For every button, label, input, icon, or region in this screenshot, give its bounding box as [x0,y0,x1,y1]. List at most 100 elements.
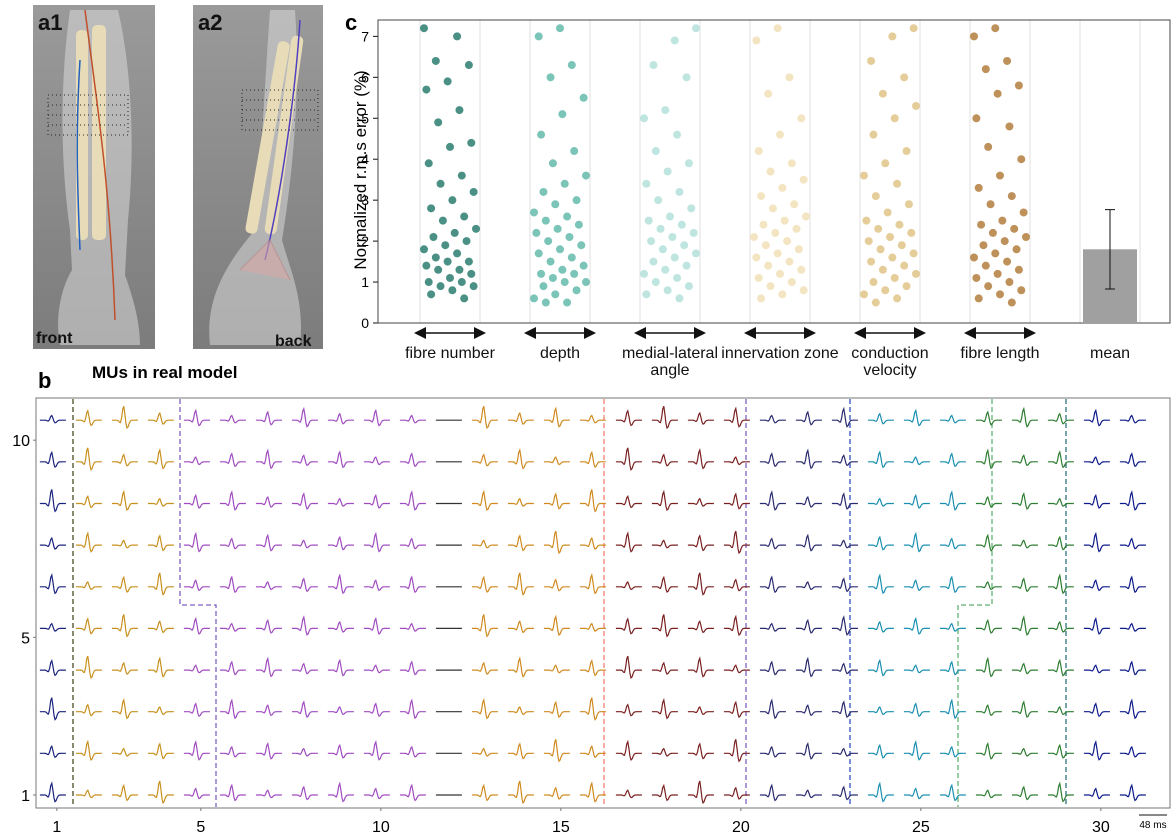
waveform [1047,412,1074,425]
waveform [363,616,390,635]
waveform [1011,577,1038,593]
waveform [759,490,786,511]
waveform [399,745,426,758]
strip-point [909,249,918,258]
strip-point [539,187,548,196]
strip-point [467,138,476,147]
waveform [759,660,786,676]
strip-point [974,294,983,303]
strip-point [977,220,986,229]
waveform [1011,454,1038,467]
waveform [291,615,318,636]
strip-point [572,196,581,205]
waveform [363,739,390,761]
waveform [795,533,822,552]
waveform [111,614,138,638]
strip-point [981,261,990,270]
panel-label: a1 [38,10,62,35]
category-label: medial-lateral angle [621,345,719,379]
strip-point [907,228,916,237]
strip-point [530,294,538,303]
waveform [651,453,678,467]
waveform [183,531,210,553]
waveform [651,661,678,675]
strip-point [759,220,768,229]
waveform [147,572,174,596]
axes-frame [377,19,1171,324]
waveform [975,495,1002,508]
strip-point [582,171,590,180]
waveform [255,704,282,717]
x-tick-label: 1 [52,819,61,835]
strip-point [642,179,651,188]
strip-point [670,36,679,45]
waveform [939,537,966,550]
strip-point [577,241,586,250]
waveform [399,537,426,550]
strip-point [443,77,452,86]
waveform [1047,573,1074,595]
waveform [39,744,66,759]
waveform [399,622,426,632]
strip-point [434,265,443,274]
strip-point [1017,155,1026,164]
strip-point [565,233,574,242]
waveform [75,739,102,761]
waveform [1047,535,1074,551]
strip-point [424,159,433,168]
strip-point [544,237,553,246]
waveform [219,575,246,594]
strip-point [886,233,894,242]
waveform [651,783,678,802]
strip-point [563,298,572,307]
waveform [183,702,210,718]
waveform [39,489,66,513]
strip-point [455,265,464,274]
waveform [291,406,318,428]
waveform [39,573,66,595]
waveform [399,452,426,468]
strip-point [754,273,763,282]
strip-point [902,147,911,156]
waveform [219,414,246,424]
strip-point [436,282,445,291]
waveform [147,620,174,634]
waveform [579,781,606,803]
strip-point [651,278,660,287]
strip-point [984,282,993,291]
waveform [147,705,174,716]
strip-point [424,278,433,287]
waveform [939,745,966,758]
strip-point [797,265,806,274]
strip-point [532,228,541,237]
strip-point [754,147,763,156]
waveform [111,747,138,757]
waveform [363,702,390,718]
strip-point [888,32,897,41]
strip-point [876,245,885,254]
strip-point [574,220,583,229]
strip-point [670,253,679,262]
strip-point [912,101,920,110]
waveform [831,700,858,719]
waveform [1011,539,1038,549]
waveform [543,456,570,466]
strip-point [970,253,978,262]
strip-point [431,253,440,262]
strip-point [560,179,569,188]
waveform [615,703,642,717]
strip-point [431,56,440,65]
strip-point [981,65,990,74]
strip-point [783,237,792,246]
waveform [75,447,102,471]
waveform [975,410,1002,426]
waveform [723,700,750,718]
waveform [1119,452,1146,468]
waveform [939,783,966,802]
waveform [1083,408,1110,427]
strip-point [448,196,457,205]
strip-point [441,241,450,250]
category-label: mean [1089,345,1131,362]
strip-point [546,257,555,266]
category-label: fibre number [405,345,495,362]
